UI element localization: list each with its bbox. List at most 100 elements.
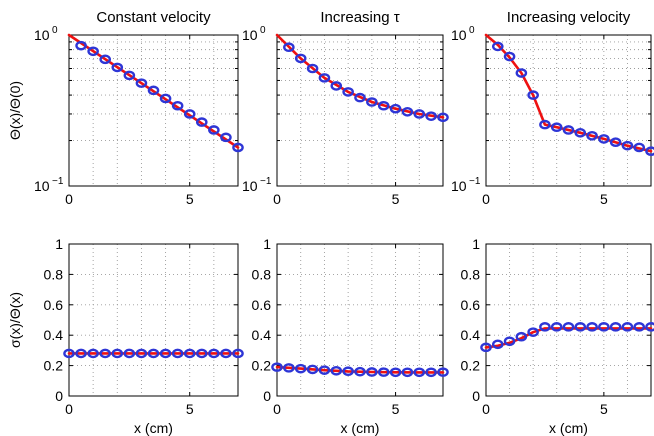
data-point (366, 97, 378, 107)
x-axis-label: x (cm) (134, 420, 173, 436)
data-point (354, 92, 366, 103)
data-point (515, 68, 528, 78)
data-point (171, 348, 184, 359)
y-axis-label: σ(x)/Θ(x) (7, 292, 23, 348)
data-point (598, 322, 610, 332)
chart-title: Increasing τ (320, 9, 399, 26)
y-tick-label: 0.8 (252, 266, 272, 282)
data-point (503, 51, 516, 62)
y-tick-exponent: 0 (260, 25, 266, 36)
data-point (645, 322, 654, 332)
data-point (609, 322, 622, 332)
data-point (621, 322, 634, 332)
y-tick-label: 10 (242, 178, 258, 194)
data-point (87, 348, 99, 359)
x-tick-label: 0 (65, 401, 73, 417)
x-tick-label: 5 (392, 191, 400, 207)
data-point (75, 348, 87, 359)
y-tick-label: 0.4 (461, 327, 481, 343)
data-markers (491, 41, 654, 157)
data-point (539, 119, 551, 130)
tick-marks (485, 35, 651, 186)
x-tick-label: 5 (186, 191, 194, 207)
y-tick-label: 0 (55, 388, 63, 404)
y-tick-label: 10 (451, 178, 467, 194)
y-tick-label: 1 (263, 236, 271, 252)
grid (486, 244, 651, 396)
data-point (342, 87, 354, 97)
data-point (425, 367, 437, 378)
data-point (633, 142, 646, 153)
x-tick-label: 0 (273, 191, 281, 207)
data-point (159, 93, 172, 104)
tick-marks (276, 243, 443, 397)
data-point (515, 331, 528, 342)
y-tick-label: 0.8 (461, 266, 481, 282)
y-tick-label: 0.4 (44, 327, 64, 343)
data-point (413, 109, 426, 119)
tick-marks (68, 35, 238, 186)
y-tick-label: 10 (34, 27, 50, 43)
data-point (195, 117, 208, 127)
data-point (147, 85, 160, 96)
y-tick-label: 0.6 (461, 297, 481, 313)
data-point (195, 348, 208, 359)
data-point (574, 128, 587, 138)
data-markers (283, 42, 449, 123)
data-point (550, 322, 563, 332)
data-point (491, 41, 504, 52)
data-point (232, 142, 244, 153)
data-point (491, 339, 504, 350)
data-point (480, 342, 492, 353)
x-tick-label: 5 (600, 191, 608, 207)
plot-area (486, 244, 651, 396)
data-point (437, 112, 449, 123)
data-point (159, 348, 172, 359)
data-point (183, 348, 196, 359)
data-point (503, 336, 516, 347)
axes-box (276, 34, 444, 187)
data-point (111, 348, 124, 359)
y-tick-exponent: −1 (52, 176, 64, 187)
tick-marks (485, 243, 651, 397)
data-point (562, 125, 575, 135)
data-point (220, 132, 232, 143)
panel-5: 0 5 0 0.2 0.4 0.6 0.8 1 x (cm) (252, 236, 449, 436)
y-tick-label: 0 (472, 388, 480, 404)
data-point (306, 364, 319, 375)
panel-6: 0 5 0 0.2 0.4 0.6 0.8 1 x (cm) (461, 236, 654, 436)
data-point (354, 366, 366, 377)
x-tick-label: 5 (186, 401, 194, 417)
data-point (598, 134, 610, 144)
data-point (437, 367, 449, 377)
data-point (111, 62, 124, 73)
data-point (318, 365, 331, 375)
y-tick-label: 1 (472, 236, 480, 252)
data-point (401, 367, 414, 378)
data-point (99, 54, 112, 65)
chart-title: Constant velocity (96, 9, 211, 26)
data-point (294, 53, 307, 64)
data-point (232, 348, 244, 359)
x-tick-label: 0 (65, 191, 73, 207)
x-axis-label: x (cm) (341, 420, 380, 436)
plot-area (69, 244, 238, 396)
data-point (271, 362, 283, 372)
x-tick-label: 5 (392, 401, 400, 417)
axes-box (485, 243, 652, 397)
x-tick-label: 5 (600, 401, 608, 417)
data-markers (480, 322, 654, 353)
y-tick-exponent: 0 (469, 25, 475, 36)
data-point (294, 363, 307, 374)
data-point (330, 81, 343, 91)
y-tick-label: 0.2 (461, 358, 481, 374)
data-point (99, 348, 112, 359)
axes-box (68, 34, 239, 187)
y-tick-label: 0.8 (44, 266, 64, 282)
data-point (586, 131, 598, 141)
data-point (63, 348, 75, 359)
y-tick-label: 10 (34, 178, 50, 194)
